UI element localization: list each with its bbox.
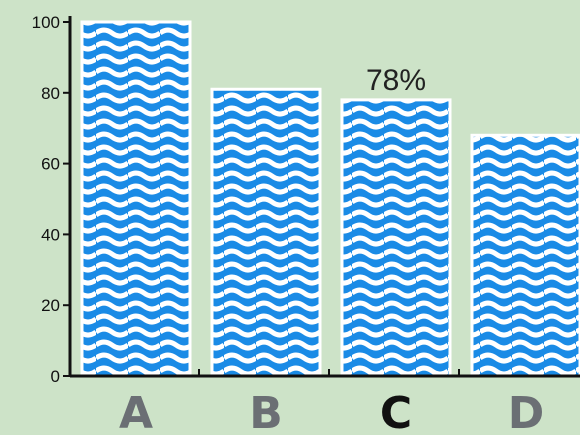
axis-layer (63, 16, 580, 378)
bar-a (80, 20, 192, 378)
data-label-c: 78% (366, 64, 426, 97)
category-label-b: B (249, 388, 283, 435)
y-tick-label-60: 60 (41, 155, 60, 174)
category-label-a: A (119, 388, 153, 435)
y-tick-label-0: 0 (51, 367, 60, 386)
bar-c (340, 98, 452, 378)
category-label-c: C (380, 388, 412, 435)
bar-b (210, 87, 322, 378)
y-tick-label-40: 40 (41, 225, 60, 244)
labels-layer: 0 20 40 60 80 100 A B C D 78% (32, 13, 545, 435)
bar-d (470, 133, 580, 378)
bars-layer (80, 20, 580, 378)
category-label-d: D (508, 388, 545, 435)
y-tick-label-20: 20 (41, 296, 60, 315)
y-tick-label-100: 100 (32, 13, 60, 32)
y-tick-label-80: 80 (41, 84, 60, 103)
